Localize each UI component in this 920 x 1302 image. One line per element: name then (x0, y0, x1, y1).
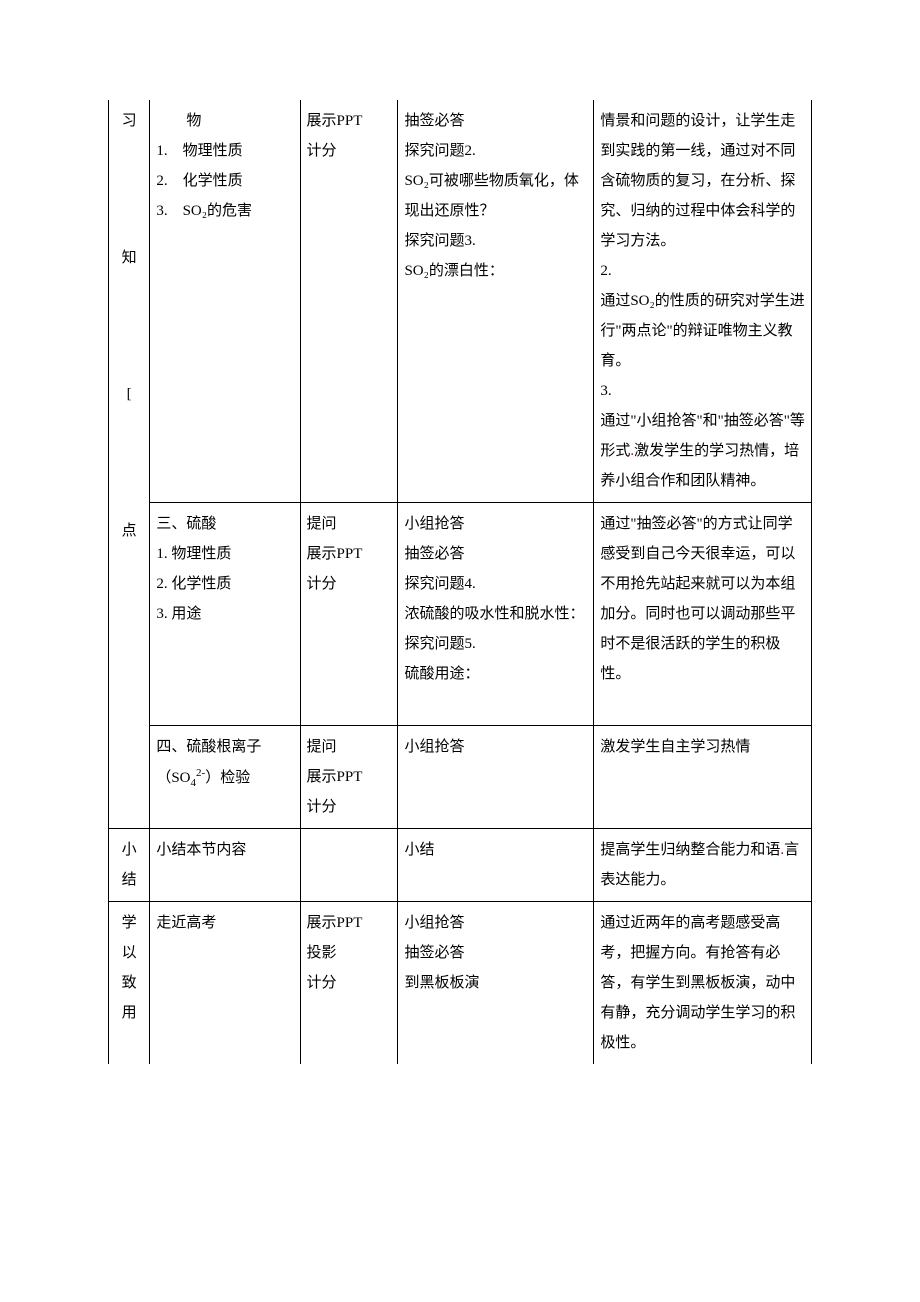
activity-line: 探究问题4. (404, 569, 587, 599)
content-line: 3. 用途 (156, 599, 293, 629)
section-label-char: 点 (122, 516, 137, 546)
section-label-cell: 习 知 [ 点 (109, 100, 150, 829)
section-label-char: 习 (122, 106, 137, 136)
section-label-vertical: 习 知 [ 点 (115, 106, 143, 546)
content-line: 3. SO₂的危害 (156, 196, 293, 226)
intent-line: 情景和问题的设计，让学生走到实践的第一线，通过对不同含硫物质的复习，在分析、探究… (600, 106, 805, 256)
intent-line: 通过"小组抢答"和"抽签必答"等形式.激发学生的学习热情，培养小组合作和团队精神… (600, 406, 805, 496)
design-intent-cell: 提高学生归纳整合能力和语.言表达能力。 (594, 829, 812, 902)
content-line: 1. 物理性质 (156, 539, 293, 569)
activity-line: 抽签必答 (404, 938, 587, 968)
lesson-plan-table: 习 知 [ 点 物 1. 物理性质 2. 化学性质 3. SO₂的危害 展示PP… (108, 100, 812, 1064)
activity-line: 展示PPT (307, 762, 392, 792)
student-activity-cell: 小组抢答 抽签必答 探究问题4. 浓硫酸的吸水性和脱水性： 探究问题5. 硫酸用… (398, 503, 594, 726)
intent-text: 通过近两年的高考题感受高考，把握方向。有抢答有必答，有学生到黑板板演，动中有静，… (600, 908, 805, 1058)
table-row: 习 知 [ 点 物 1. 物理性质 2. 化学性质 3. SO₂的危害 展示PP… (109, 100, 812, 503)
activity-line: 计分 (307, 569, 392, 599)
teacher-activity-cell: 展示PPT 计分 (300, 100, 398, 503)
activity-line: 到黑板板演 (404, 968, 587, 998)
design-intent-cell: 激发学生自主学习热情 (594, 726, 812, 829)
activity-line: 提问 (307, 732, 392, 762)
section-label-char: [ (127, 379, 132, 409)
content-line: 2. 化学性质 (156, 569, 293, 599)
teacher-activity-cell: 提问 展示PPT 计分 (300, 503, 398, 726)
activity-line: 抽签必答 (404, 539, 587, 569)
activity-line: SO₂的漂白性： (404, 256, 587, 286)
content-line: 走近高考 (156, 908, 293, 938)
activity-line: 探究问题2. (404, 136, 587, 166)
student-activity-cell: 小结 (398, 829, 594, 902)
dot-marker-icon: . (780, 842, 784, 858)
section-label-cell: 小结 (109, 829, 150, 902)
content-line: 1. 物理性质 (156, 136, 293, 166)
table-row: 小结 小结本节内容 小结 提高学生归纳整合能力和语.言表达能力。 (109, 829, 812, 902)
activity-line: 抽签必答 (404, 106, 587, 136)
activity-line: SO₂可被哪些物质氧化，体现出还原性？ (404, 166, 587, 226)
table-row: 学以 致用 走近高考 展示PPT 投影 计分 小组抢答 抽签必答 到黑板板演 通… (109, 902, 812, 1065)
activity-line: 小组抢答 (404, 509, 587, 539)
design-intent-cell: 通过近两年的高考题感受高考，把握方向。有抢答有必答，有学生到黑板板演，动中有静，… (594, 902, 812, 1065)
content-line: 物 (156, 106, 293, 136)
section-label-line: 致用 (115, 968, 143, 1028)
intent-text: 通过"抽签必答"的方式让同学感受到自己今天很幸运，可以不用抢先站起来就可以为本组… (600, 509, 805, 689)
table-row: 四、硫酸根离子（SO42-）检验 提问 展示PPT 计分 小组抢答 激发学生自主… (109, 726, 812, 829)
content-cell: 小结本节内容 (150, 829, 300, 902)
design-intent-cell: 情景和问题的设计，让学生走到实践的第一线，通过对不同含硫物质的复习，在分析、探究… (594, 100, 812, 503)
content-line: 四、硫酸根离子（SO42-）检验 (156, 732, 293, 794)
activity-line: 计分 (307, 136, 392, 166)
design-intent-cell: 通过"抽签必答"的方式让同学感受到自己今天很幸运，可以不用抢先站起来就可以为本组… (594, 503, 812, 726)
section-label-cell: 学以 致用 (109, 902, 150, 1065)
content-cell: 三、硫酸 1. 物理性质 2. 化学性质 3. 用途 (150, 503, 300, 726)
teacher-activity-cell: 提问 展示PPT 计分 (300, 726, 398, 829)
activity-line: 提问 (307, 509, 392, 539)
section-label: 小结 (122, 842, 137, 888)
intent-text: 提高学生归纳整合能力和语.言表达能力。 (600, 835, 805, 895)
intent-line: 2. (600, 256, 805, 286)
activity-line: 投影 (307, 938, 392, 968)
section-label-line: 学以 (115, 908, 143, 968)
activity-line: 浓硫酸的吸水性和脱水性： (404, 599, 587, 629)
student-activity-cell: 小组抢答 抽签必答 到黑板板演 (398, 902, 594, 1065)
activity-line: 计分 (307, 792, 392, 822)
activity-line: 展示PPT (307, 106, 392, 136)
intent-text: 激发学生自主学习热情 (600, 732, 805, 762)
content-cell: 物 1. 物理性质 2. 化学性质 3. SO₂的危害 (150, 100, 300, 503)
student-activity-cell: 抽签必答 探究问题2. SO₂可被哪些物质氧化，体现出还原性？ 探究问题3. S… (398, 100, 594, 503)
content-cell: 走近高考 (150, 902, 300, 1065)
teacher-activity-cell: 展示PPT 投影 计分 (300, 902, 398, 1065)
activity-line: 展示PPT (307, 539, 392, 569)
section-label-char: 知 (122, 243, 137, 273)
teacher-activity-cell (300, 829, 398, 902)
student-activity-cell: 小组抢答 (398, 726, 594, 829)
activity-line: 探究问题5. (404, 629, 587, 659)
intent-line: 3. (600, 376, 805, 406)
activity-line: 展示PPT (307, 908, 392, 938)
intent-line: 通过SO₂的性质的研究对学生进行"两点论"的辩证唯物主义教育。 (600, 286, 805, 376)
content-line: 小结本节内容 (156, 835, 293, 865)
content-line: 2. 化学性质 (156, 166, 293, 196)
table-row: 三、硫酸 1. 物理性质 2. 化学性质 3. 用途 提问 展示PPT 计分 小… (109, 503, 812, 726)
activity-line: 探究问题3. (404, 226, 587, 256)
activity-line: 小结 (404, 835, 587, 865)
content-line: 三、硫酸 (156, 509, 293, 539)
activity-line: 小组抢答 (404, 732, 587, 762)
content-cell: 四、硫酸根离子（SO42-）检验 (150, 726, 300, 829)
activity-line: 小组抢答 (404, 908, 587, 938)
dot-marker-icon: . (630, 443, 634, 459)
activity-line: 硫酸用途： (404, 659, 587, 689)
activity-line: 计分 (307, 968, 392, 998)
